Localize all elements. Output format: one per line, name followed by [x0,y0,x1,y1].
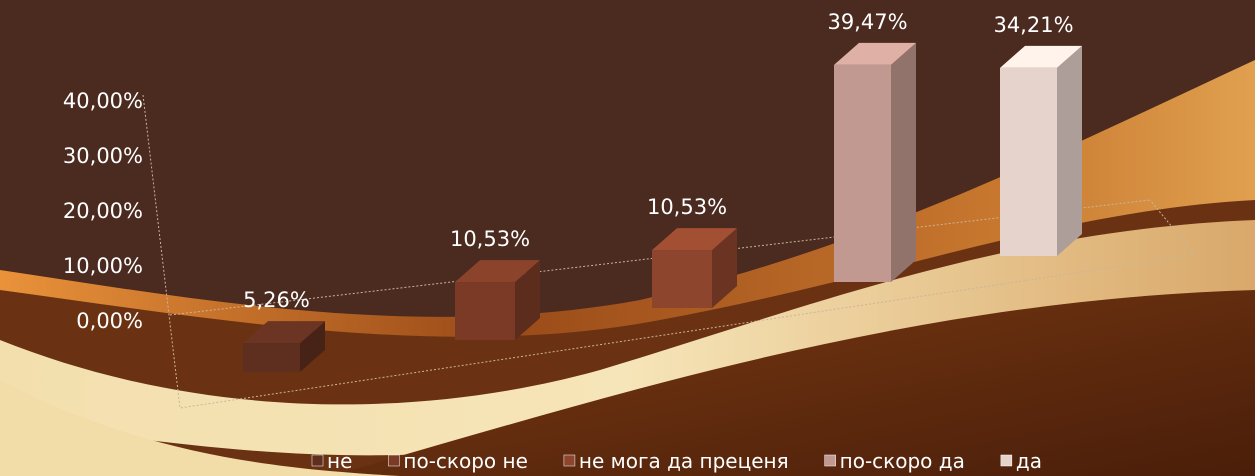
bar-side [300,321,325,372]
bar-top [1000,45,1082,68]
bar-top [652,228,737,251]
legend: не по-скоро не не мога да преценя по-скоро … [311,449,1042,473]
bar-side [891,42,916,282]
value-label: 10,53% [647,195,727,219]
legend-label: да [1016,449,1042,473]
legend-label: не мога да преценя [579,449,789,473]
bar-top [243,321,325,344]
wave [0,220,1255,456]
legend-swatch [388,454,400,467]
value-label: 34,21% [993,13,1073,37]
y-tick-label: 10,00% [63,254,143,278]
bar-top [834,42,916,65]
legend-swatch [824,454,836,467]
legend-swatch [563,454,576,467]
legend-swatch [311,454,324,467]
y-tick-label: 20,00% [63,199,143,223]
bar [834,64,891,282]
floor-outline [142,94,1196,409]
value-label: 39,47% [827,10,907,34]
bar-side [1057,45,1082,256]
bar-side [515,260,540,340]
wave [330,290,1255,476]
legend-label: по-скоро да [840,449,965,473]
value-label: 10,53% [450,227,530,251]
bar-side [712,228,737,308]
y-tick-label: 30,00% [63,144,143,168]
bar-top [455,260,540,283]
bar [455,282,515,340]
y-tick-label: 40,00% [63,89,143,113]
value-label: 5,26% [243,288,310,312]
bar [652,250,712,308]
legend-swatch [1000,454,1013,467]
legend-label: не [327,449,352,473]
legend-label: по-скоро не [403,449,528,473]
y-tick-label: 0,00% [76,309,143,333]
bar [1000,67,1057,256]
wave [0,380,400,476]
bar [243,343,300,372]
